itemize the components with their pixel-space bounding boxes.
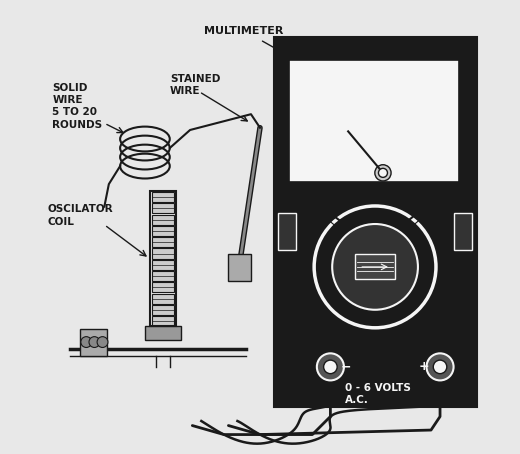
Bar — [152, 237, 174, 247]
Bar — [152, 192, 174, 202]
Circle shape — [375, 165, 391, 181]
Bar — [152, 260, 174, 270]
Bar — [152, 226, 174, 236]
Bar — [355, 255, 395, 279]
Circle shape — [97, 337, 108, 347]
Text: OSCILATOR
COIL: OSCILATOR COIL — [48, 204, 113, 227]
Bar — [152, 203, 174, 213]
Bar — [152, 305, 174, 315]
Circle shape — [81, 337, 92, 347]
Circle shape — [426, 353, 453, 380]
Bar — [152, 294, 174, 304]
Bar — [152, 248, 174, 259]
Bar — [228, 254, 251, 281]
Circle shape — [332, 224, 418, 310]
Text: +: + — [419, 360, 430, 373]
Bar — [454, 213, 472, 250]
Bar — [145, 326, 181, 340]
Text: −: − — [341, 360, 352, 373]
Bar — [289, 60, 459, 182]
Bar — [278, 213, 296, 250]
Bar — [274, 38, 477, 408]
Bar — [152, 316, 174, 326]
Bar — [152, 282, 174, 292]
Text: MULTIMETER: MULTIMETER — [204, 26, 283, 36]
Bar — [80, 329, 107, 355]
Text: SOLID
WIRE
5 TO 20
ROUNDS: SOLID WIRE 5 TO 20 ROUNDS — [53, 83, 102, 130]
Text: STAINED
WIRE: STAINED WIRE — [170, 74, 220, 96]
Bar — [152, 271, 174, 281]
Circle shape — [317, 353, 344, 380]
Bar — [150, 191, 176, 326]
Circle shape — [323, 360, 337, 374]
Bar — [152, 215, 174, 225]
Circle shape — [89, 337, 100, 347]
Circle shape — [433, 360, 447, 374]
Text: 0 - 6 VOLTS
A.C.: 0 - 6 VOLTS A.C. — [345, 383, 410, 405]
Circle shape — [379, 168, 387, 178]
Circle shape — [314, 206, 436, 328]
